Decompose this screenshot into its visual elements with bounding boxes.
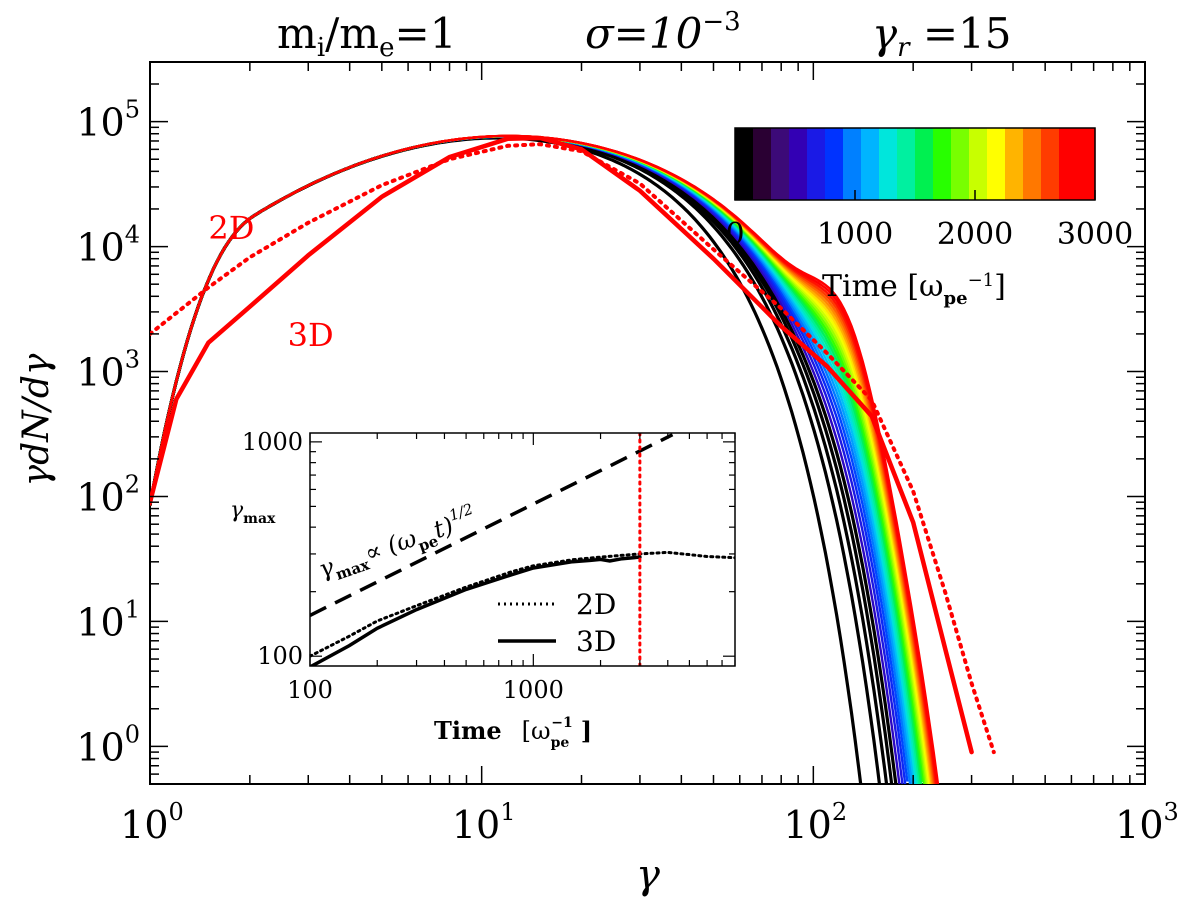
x-tick-label: 100 xyxy=(120,798,184,847)
annotation-3d: 3D xyxy=(288,316,334,354)
y-tick-label: 102 xyxy=(76,470,140,519)
title-gamma-r: γr =15 xyxy=(872,9,1012,63)
colorbar-segment xyxy=(753,128,772,200)
colorbar-frame xyxy=(734,127,1096,201)
spectrum-curve-3d-final xyxy=(150,135,974,755)
x-tick-label: 102 xyxy=(784,798,848,847)
colorbar-segment xyxy=(825,128,844,200)
y-tick-label: 103 xyxy=(76,346,140,395)
colorbar-tick-label: 3000 xyxy=(1057,217,1133,252)
colorbar-segment xyxy=(1059,128,1078,200)
colorbar-label: Time [ωpe−1] xyxy=(822,269,1006,309)
legend-label-2d: 2D xyxy=(576,588,616,621)
x-axis-label: γ xyxy=(636,852,660,898)
colorbar-segment xyxy=(1041,128,1060,200)
y-axis-label: γdN/dγ xyxy=(16,353,57,486)
inset-x-tick-label: 100 xyxy=(287,676,333,704)
main-curve-family xyxy=(150,134,996,784)
colorbar-segment xyxy=(1023,128,1042,200)
main-tick-labels: 100 101 102 103 100 101 102 103 104 105 xyxy=(76,96,1178,847)
inset-curve-2d xyxy=(310,550,735,658)
colorbar-segment xyxy=(843,128,862,200)
y-tick-label: 105 xyxy=(76,96,140,145)
inset-axis-ticks xyxy=(309,433,736,666)
y-tick-label: 101 xyxy=(76,595,140,644)
inset-tick-labels: 100 1000 100 1000 xyxy=(242,428,564,704)
spectrum-curve-2d xyxy=(150,142,996,755)
y-tick-label: 104 xyxy=(76,221,140,270)
colorbar-segment xyxy=(789,128,808,200)
main-axis-ticks xyxy=(149,61,1145,785)
colorbar-segment xyxy=(879,128,898,200)
colorbar-segment xyxy=(933,128,952,200)
inset-curves xyxy=(310,433,735,666)
main-plot-frame xyxy=(149,61,1146,785)
colorbar-tick-label: 1000 xyxy=(817,217,893,252)
inset-x-label: Time [ωpe−1] xyxy=(434,715,592,751)
title-mass-ratio: mi/me=1 xyxy=(277,9,456,63)
colorbar-segment xyxy=(969,128,988,200)
colorbar-segment xyxy=(1005,128,1024,200)
inset-x-tick-label: 1000 xyxy=(503,676,564,704)
colorbar-tick-label: 2000 xyxy=(937,217,1013,252)
colorbar-segment xyxy=(735,128,754,200)
legend-label-3d: 3D xyxy=(576,625,616,658)
inset-y-tick-label: 1000 xyxy=(242,428,303,456)
inset-reference-line xyxy=(310,433,674,617)
y-tick-label: 100 xyxy=(76,720,140,769)
inset-y-label: γmax xyxy=(230,498,276,527)
colorbar-segment xyxy=(897,128,916,200)
annotation-2d: 2D xyxy=(208,209,254,247)
inset-curve-3d xyxy=(310,555,642,666)
colorbar-segment xyxy=(771,128,790,200)
colorbar-segment xyxy=(1077,128,1096,200)
figure-title: mi/me=1 σ=10−3 γr =15 xyxy=(277,7,1012,63)
colorbar-segment xyxy=(861,128,880,200)
colorbar-segment xyxy=(915,128,934,200)
colorbar xyxy=(734,127,1096,201)
x-tick-label: 101 xyxy=(452,798,516,847)
inset-legend: 2D 3D xyxy=(498,588,616,658)
inset-y-tick-label: 100 xyxy=(257,642,303,670)
x-tick-label: 103 xyxy=(1115,798,1179,847)
colorbar-tick-labels: 0 1000 2000 3000 xyxy=(725,217,1133,252)
colorbar-segment xyxy=(951,128,970,200)
colorbar-segment xyxy=(807,128,826,200)
inset-frame xyxy=(309,432,736,667)
colorbar-segment xyxy=(987,128,1006,200)
colorbar-tick-label: 0 xyxy=(725,217,744,252)
title-sigma: σ=10−3 xyxy=(585,7,741,58)
